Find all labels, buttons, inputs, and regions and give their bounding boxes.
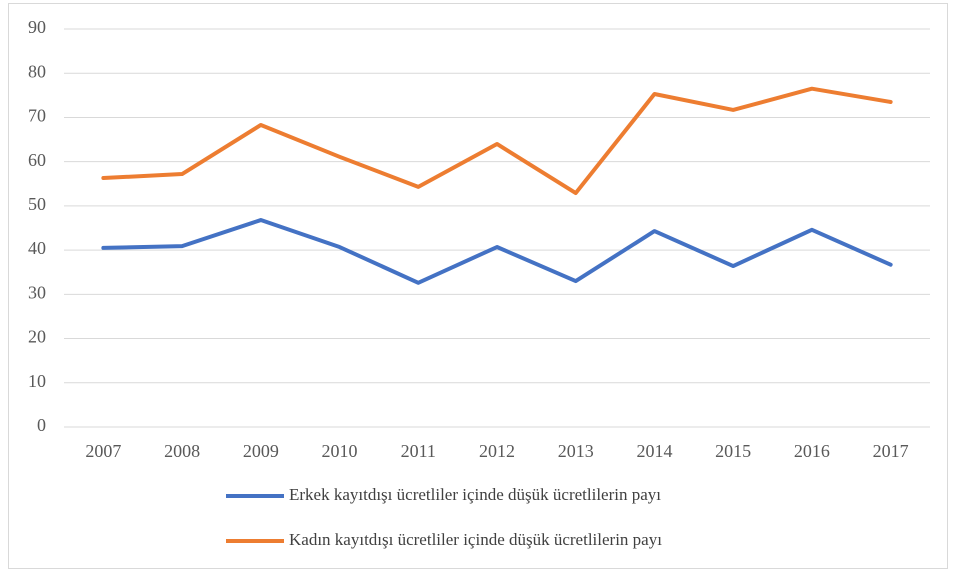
y-tick-label: 20 [28,327,46,347]
series-line [101,86,893,196]
x-tick-label: 2012 [479,441,515,461]
y-tick-label: 60 [28,150,46,170]
x-tick-label: 2013 [558,441,594,461]
y-tick-label: 40 [28,238,46,258]
y-tick-label: 90 [28,17,46,37]
x-tick-label: 2009 [243,441,279,461]
x-tick-label: 2014 [636,441,672,461]
y-tick-label: 50 [28,194,46,214]
legend-label: Kadın kayıtdışı ücretliler içinde düşük … [289,530,662,549]
y-tick-label: 0 [37,415,46,435]
x-tick-label: 2007 [85,441,121,461]
x-tick-label: 2008 [164,441,200,461]
x-tick-label: 2016 [794,441,830,461]
y-tick-label: 70 [28,106,46,126]
y-tick-label: 80 [28,61,46,81]
series-line [101,218,893,285]
x-tick-label: 2015 [715,441,751,461]
x-tick-label: 2011 [401,441,436,461]
y-tick-label: 30 [28,282,46,302]
x-tick-label: 2010 [322,441,358,461]
y-tick-label: 10 [28,371,46,391]
chart-frame [8,3,948,569]
x-tick-label: 2017 [873,441,909,461]
legend-label: Erkek kayıtdışı ücretliler içinde düşük … [289,485,661,504]
